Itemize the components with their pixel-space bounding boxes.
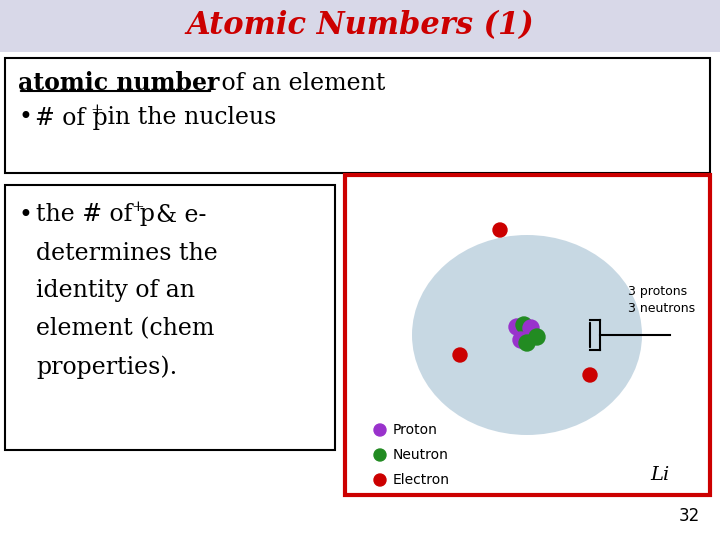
Text: element (chem: element (chem	[36, 318, 215, 341]
Text: +: +	[90, 103, 103, 117]
Text: •: •	[18, 204, 32, 226]
Bar	[5, 58, 710, 173]
Text: Li: Li	[651, 466, 670, 484]
Text: +: +	[131, 200, 144, 214]
Text: •: •	[18, 106, 32, 130]
Circle shape	[523, 320, 539, 336]
Text: properties).: properties).	[36, 355, 177, 379]
Circle shape	[519, 335, 535, 351]
Text: in the nucleus: in the nucleus	[100, 106, 276, 130]
Circle shape	[529, 329, 545, 345]
Text: 32: 32	[679, 507, 700, 525]
Ellipse shape	[412, 235, 642, 435]
Circle shape	[374, 424, 386, 436]
Text: of an element: of an element	[214, 71, 385, 94]
Text: # of p: # of p	[35, 106, 108, 130]
Text: determines the: determines the	[36, 241, 217, 265]
Circle shape	[453, 348, 467, 362]
Bar	[345, 175, 710, 495]
Bar	[5, 185, 335, 450]
FancyBboxPatch shape	[0, 0, 720, 52]
Text: the # of p: the # of p	[36, 204, 155, 226]
Text: Neutron: Neutron	[393, 448, 449, 462]
Circle shape	[509, 319, 525, 335]
Text: identity of an: identity of an	[36, 280, 195, 302]
Text: 3 protons
3 neutrons: 3 protons 3 neutrons	[628, 285, 695, 315]
Text: Atomic Numbers (1): Atomic Numbers (1)	[186, 10, 534, 42]
Circle shape	[374, 474, 386, 486]
Circle shape	[374, 449, 386, 461]
Circle shape	[493, 223, 507, 237]
Circle shape	[513, 332, 529, 348]
Text: atomic number: atomic number	[18, 71, 220, 95]
Circle shape	[516, 317, 532, 333]
Text: Electron: Electron	[393, 473, 450, 487]
Text: & e-: & e-	[141, 204, 207, 226]
Text: Proton: Proton	[393, 423, 438, 437]
Circle shape	[583, 368, 597, 382]
